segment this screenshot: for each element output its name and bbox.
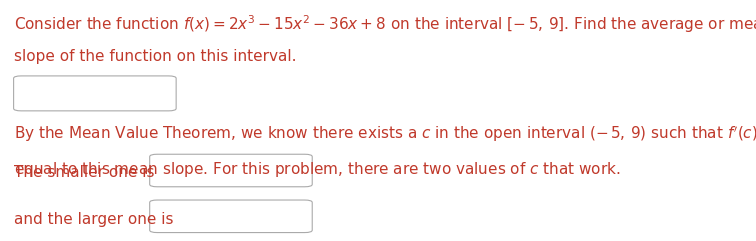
Text: slope of the function on this interval.: slope of the function on this interval. (14, 49, 296, 64)
FancyBboxPatch shape (14, 76, 176, 111)
FancyBboxPatch shape (150, 200, 312, 233)
Text: Consider the function $f(x) = 2x^3 - 15x^2 - 36x + 8$ on the interval $[-\,5,\,9: Consider the function $f(x) = 2x^3 - 15x… (14, 13, 756, 35)
Text: and the larger one is: and the larger one is (14, 212, 173, 227)
Text: The smaller one is: The smaller one is (14, 165, 154, 180)
FancyBboxPatch shape (150, 154, 312, 187)
Text: By the Mean Value Theorem, we know there exists a $c$ in the open interval $(-\,: By the Mean Value Theorem, we know there… (14, 124, 756, 144)
Text: equal to this mean slope. For this problem, there are two values of $c$ that wor: equal to this mean slope. For this probl… (14, 160, 620, 179)
